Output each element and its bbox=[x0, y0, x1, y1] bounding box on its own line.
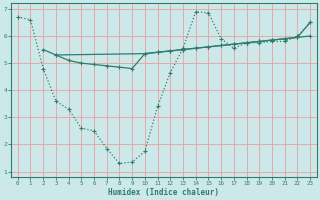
X-axis label: Humidex (Indice chaleur): Humidex (Indice chaleur) bbox=[108, 188, 220, 197]
